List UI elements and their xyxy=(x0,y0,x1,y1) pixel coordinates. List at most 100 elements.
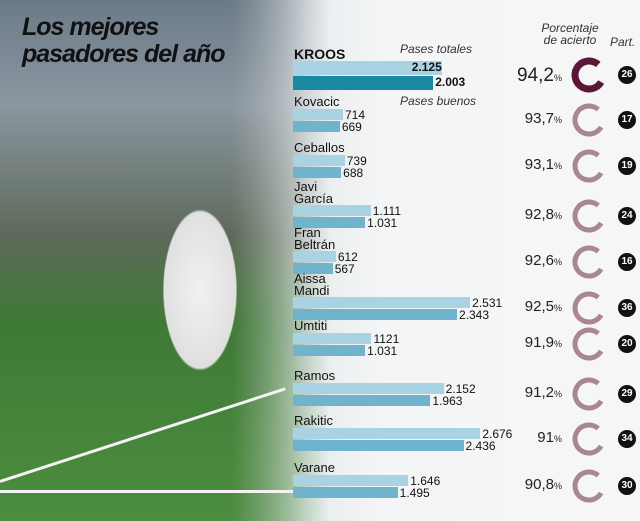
accuracy-value: 92,6% xyxy=(524,252,562,269)
header-pases-totales: Pases totales xyxy=(400,42,473,56)
bar-pases-totales xyxy=(293,383,444,394)
accuracy-ring xyxy=(572,245,606,279)
value-totales: 2.152 xyxy=(445,382,476,396)
name-part: Fran xyxy=(294,225,321,240)
matches-badge: 30 xyxy=(618,477,636,495)
value-buenos: 2.343 xyxy=(459,308,490,322)
ring-arc xyxy=(572,149,606,183)
accuracy-ring xyxy=(572,422,606,456)
matches-badge: 34 xyxy=(618,430,636,448)
bar-pases-buenos xyxy=(293,217,366,228)
bar-pases-totales xyxy=(293,61,442,75)
bar-pases-totales xyxy=(293,333,372,344)
header-porcentaje: Porcentaje de acierto xyxy=(535,22,605,46)
bar-pases-totales xyxy=(293,475,409,486)
player-name: Rakitic xyxy=(294,413,334,428)
player-name: Fran Beltrán xyxy=(294,225,336,252)
value-buenos: 2.003 xyxy=(435,75,466,89)
bar-pases-totales xyxy=(293,205,371,216)
bar-pases-buenos xyxy=(293,487,398,498)
ring-arc xyxy=(572,422,606,456)
name-part: García xyxy=(294,191,334,206)
bar-pases-totales xyxy=(293,297,471,308)
bar-pases-buenos xyxy=(293,167,342,178)
accuracy-value: 91% xyxy=(537,429,562,446)
name-part: Javi xyxy=(294,179,318,194)
value-totales: 2.125 xyxy=(411,60,442,74)
bar-pases-buenos xyxy=(293,440,464,451)
ring-arc xyxy=(572,245,606,279)
accuracy-value: 90,8% xyxy=(524,476,562,493)
bar-pases-buenos xyxy=(293,263,333,274)
accuracy-value: 91,9% xyxy=(524,334,562,351)
matches-badge: 17 xyxy=(618,111,636,129)
page-title: Los mejores pasadores del año xyxy=(22,13,226,68)
value-buenos: 1.031 xyxy=(367,216,398,230)
player-name: Javi García xyxy=(294,179,334,206)
header-line: Porcentaje xyxy=(541,21,599,35)
ring-arc xyxy=(572,199,606,233)
accuracy-ring xyxy=(572,469,606,503)
accuracy-value: 92,5% xyxy=(524,298,562,315)
bar-pases-totales xyxy=(293,251,336,262)
player-name: Ceballos xyxy=(294,140,345,155)
player-photo xyxy=(0,0,330,521)
bar-pases-totales xyxy=(293,428,481,439)
value-totales: 1.111 xyxy=(372,204,402,218)
ring-arc xyxy=(572,103,606,137)
accuracy-value: 93,7% xyxy=(524,110,562,127)
accuracy-value: 93,1% xyxy=(524,156,562,173)
accuracy-ring xyxy=(572,377,606,411)
matches-badge: 29 xyxy=(618,385,636,403)
value-buenos: 567 xyxy=(334,262,355,276)
value-totales: 612 xyxy=(337,250,358,264)
ring-arc xyxy=(572,469,606,503)
value-totales: 2.531 xyxy=(472,296,503,310)
player-name: Umtiti xyxy=(294,318,328,333)
accuracy-value: 91,2% xyxy=(524,384,562,401)
name-part: Aissa xyxy=(294,271,326,286)
header-partidos: Part. xyxy=(610,35,636,49)
player-name: Varane xyxy=(294,460,335,475)
ring-arc xyxy=(572,377,606,411)
accuracy-ring xyxy=(571,57,607,93)
matches-badge: 26 xyxy=(618,66,636,84)
value-totales: 1.646 xyxy=(410,474,441,488)
bar-pases-buenos xyxy=(293,395,431,406)
bar-pases-buenos xyxy=(293,76,434,90)
accuracy-value: 94,2% xyxy=(517,65,562,86)
matches-badge: 36 xyxy=(618,299,636,317)
bar-pases-totales xyxy=(293,109,343,120)
value-buenos: 669 xyxy=(341,120,362,134)
value-buenos: 1.031 xyxy=(367,344,398,358)
matches-badge: 19 xyxy=(618,157,636,175)
title-line: pasadores del año xyxy=(22,40,226,68)
value-totales: 739 xyxy=(346,154,367,168)
value-buenos: 1.495 xyxy=(399,486,430,500)
player-name: Kovacic xyxy=(294,94,340,109)
accuracy-ring xyxy=(572,291,606,325)
title-line: Los mejores xyxy=(22,13,159,41)
value-buenos: 688 xyxy=(343,166,364,180)
accuracy-ring xyxy=(572,199,606,233)
pitch-line xyxy=(0,490,300,493)
matches-badge: 24 xyxy=(618,207,636,225)
accuracy-ring xyxy=(572,149,606,183)
accuracy-value: 92,8% xyxy=(524,206,562,223)
ring-arc xyxy=(572,327,606,361)
ring-arc xyxy=(571,57,607,93)
name-part: Mandi xyxy=(294,283,330,298)
value-buenos: 2.436 xyxy=(465,439,496,453)
player-name: Aissa Mandi xyxy=(294,271,330,298)
header-pases-buenos: Pases buenos xyxy=(400,94,477,108)
bar-pases-buenos xyxy=(293,345,366,356)
value-totales: 714 xyxy=(344,108,365,122)
matches-badge: 20 xyxy=(618,335,636,353)
name-part: Beltrán xyxy=(294,237,336,252)
value-totales: 2.676 xyxy=(482,427,513,441)
value-totales: 1121 xyxy=(373,332,400,346)
bar-pases-buenos xyxy=(293,121,340,132)
accuracy-ring xyxy=(572,327,606,361)
header-line: de acierto xyxy=(543,33,597,47)
